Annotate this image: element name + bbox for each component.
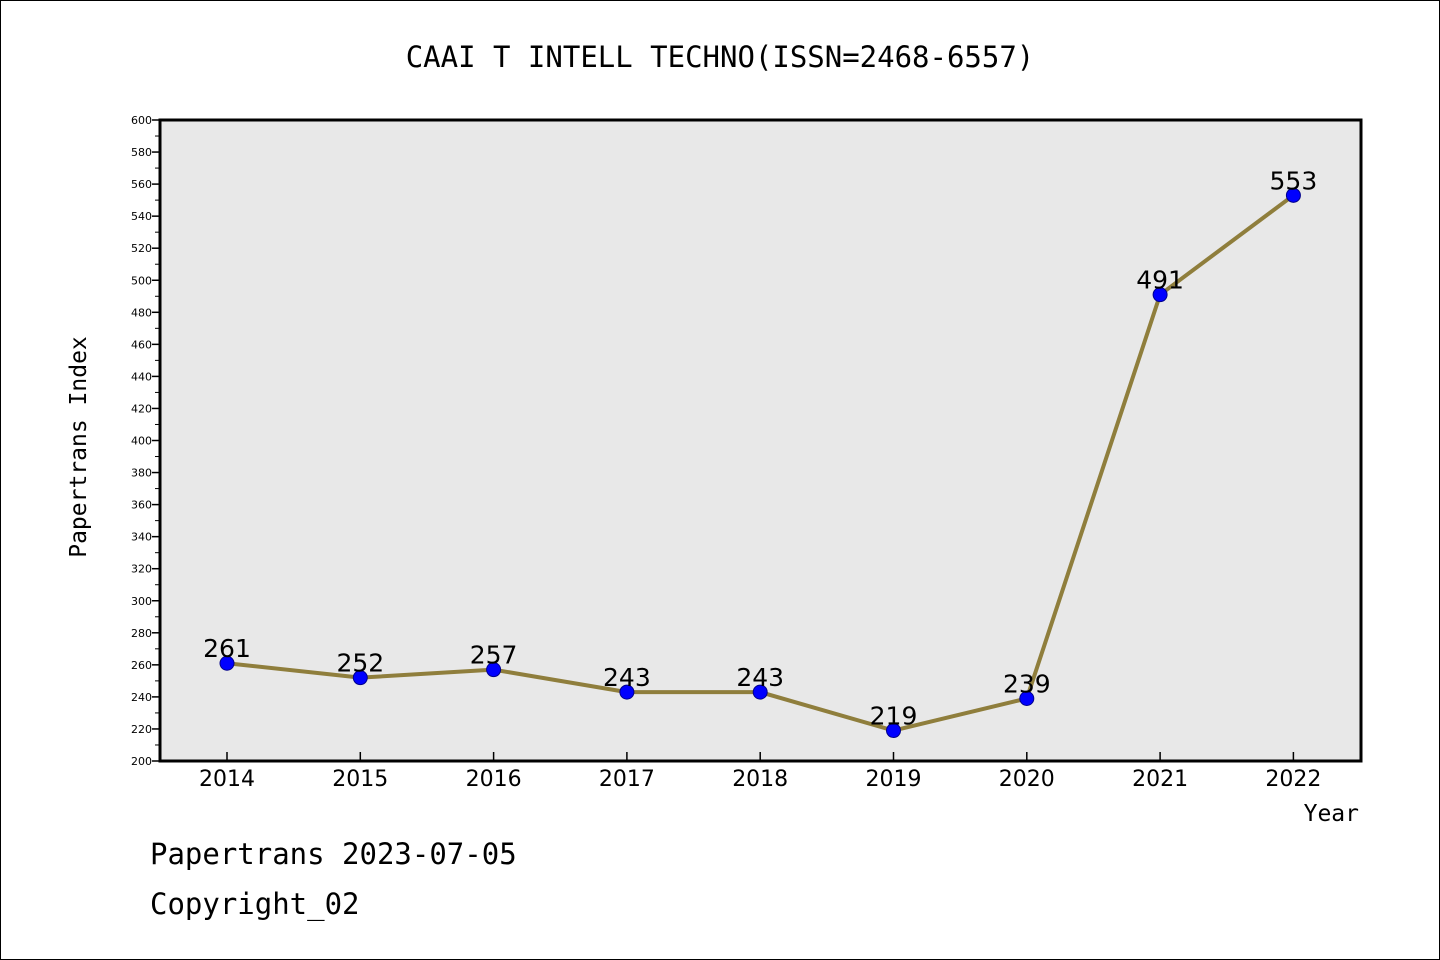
y-tick-label: 240 bbox=[131, 691, 152, 704]
y-tick-label: 440 bbox=[131, 370, 152, 383]
data-points bbox=[219, 187, 1301, 739]
data-point bbox=[619, 684, 635, 700]
data-label: 243 bbox=[736, 663, 784, 692]
y-tick-label: 300 bbox=[131, 595, 152, 608]
data-label: 239 bbox=[1003, 670, 1051, 699]
x-tick-label: 2016 bbox=[466, 767, 522, 792]
y-tick-label: 580 bbox=[131, 146, 152, 159]
data-point bbox=[352, 670, 368, 686]
x-axis-ticks: 2014 2015 2016 2017 2018 2019 2020 2021 2022 bbox=[199, 752, 1321, 792]
y-tick-label: 500 bbox=[131, 274, 152, 287]
data-point bbox=[486, 662, 502, 678]
y-axis-ticks: 200 220 240 260 280 300 320 340 360 380 400 420 440 4… bbox=[131, 114, 160, 768]
x-tick-label: 2014 bbox=[199, 767, 255, 792]
data-label: 257 bbox=[470, 641, 518, 670]
footer-copyright: Copyright_02 bbox=[150, 887, 360, 922]
y-tick-label: 200 bbox=[131, 755, 152, 768]
x-tick-label: 2017 bbox=[599, 767, 655, 792]
y-tick-label: 380 bbox=[131, 467, 152, 480]
data-label: 553 bbox=[1270, 166, 1318, 195]
y-tick-label: 260 bbox=[131, 659, 152, 672]
y-tick-label: 400 bbox=[131, 435, 152, 448]
y-tick-label: 520 bbox=[131, 242, 152, 255]
x-tick-label: 2022 bbox=[1265, 767, 1321, 792]
y-axis-label: Papertrans Index bbox=[66, 336, 92, 558]
data-point bbox=[1152, 287, 1168, 303]
x-tick-label: 2019 bbox=[866, 767, 922, 792]
data-point bbox=[886, 723, 901, 739]
y-tick-label: 480 bbox=[131, 306, 152, 319]
y-tick-label: 420 bbox=[131, 402, 152, 415]
y-tick-label: 280 bbox=[131, 627, 152, 640]
data-point bbox=[219, 655, 235, 671]
data-label: 261 bbox=[203, 634, 251, 663]
chart-title: CAAI T INTELL TECHNO(ISSN=2468-6557) bbox=[406, 40, 1035, 74]
y-tick-label: 460 bbox=[131, 338, 152, 351]
plot-area bbox=[158, 118, 1363, 763]
x-axis-label: Year bbox=[1304, 801, 1359, 827]
x-tick-label: 2015 bbox=[332, 767, 388, 792]
y-tick-label: 560 bbox=[131, 178, 152, 191]
y-tick-label: 600 bbox=[131, 114, 152, 127]
data-label: 252 bbox=[336, 649, 384, 678]
footer-date: Papertrans 2023-07-05 bbox=[150, 837, 517, 871]
data-label: 219 bbox=[870, 702, 918, 731]
y-tick-label: 540 bbox=[131, 210, 152, 223]
data-point bbox=[1285, 187, 1301, 203]
y-tick-label: 320 bbox=[131, 563, 152, 576]
x-tick-label: 2020 bbox=[999, 767, 1055, 792]
x-tick-label: 2018 bbox=[732, 767, 788, 792]
data-label: 491 bbox=[1136, 266, 1184, 295]
data-point bbox=[752, 684, 768, 700]
y-tick-label: 360 bbox=[131, 499, 152, 512]
data-point bbox=[1019, 691, 1035, 707]
x-tick-label: 2021 bbox=[1132, 767, 1188, 792]
data-label: 243 bbox=[603, 663, 651, 692]
y-tick-label: 340 bbox=[131, 531, 152, 544]
data-labels: 261 252 257 243 243 219 239 491 553 bbox=[203, 166, 1317, 730]
y-tick-label: 220 bbox=[131, 723, 152, 736]
